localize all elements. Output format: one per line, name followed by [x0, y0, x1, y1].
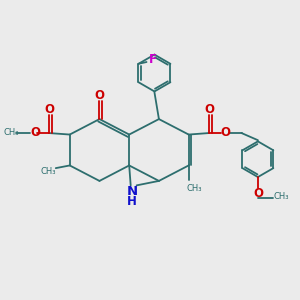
Text: O: O	[44, 103, 55, 116]
Text: O: O	[204, 103, 214, 116]
Text: O: O	[30, 126, 40, 139]
Text: CH₃: CH₃	[3, 128, 19, 137]
Text: CH₃: CH₃	[186, 184, 202, 193]
Text: F: F	[149, 53, 158, 66]
Text: O: O	[95, 89, 105, 102]
Text: H: H	[127, 195, 137, 208]
Text: O: O	[253, 187, 263, 200]
Text: O: O	[220, 126, 230, 139]
Text: N: N	[127, 185, 138, 198]
Text: CH₃: CH₃	[273, 192, 289, 201]
Text: CH₃: CH₃	[40, 167, 56, 176]
